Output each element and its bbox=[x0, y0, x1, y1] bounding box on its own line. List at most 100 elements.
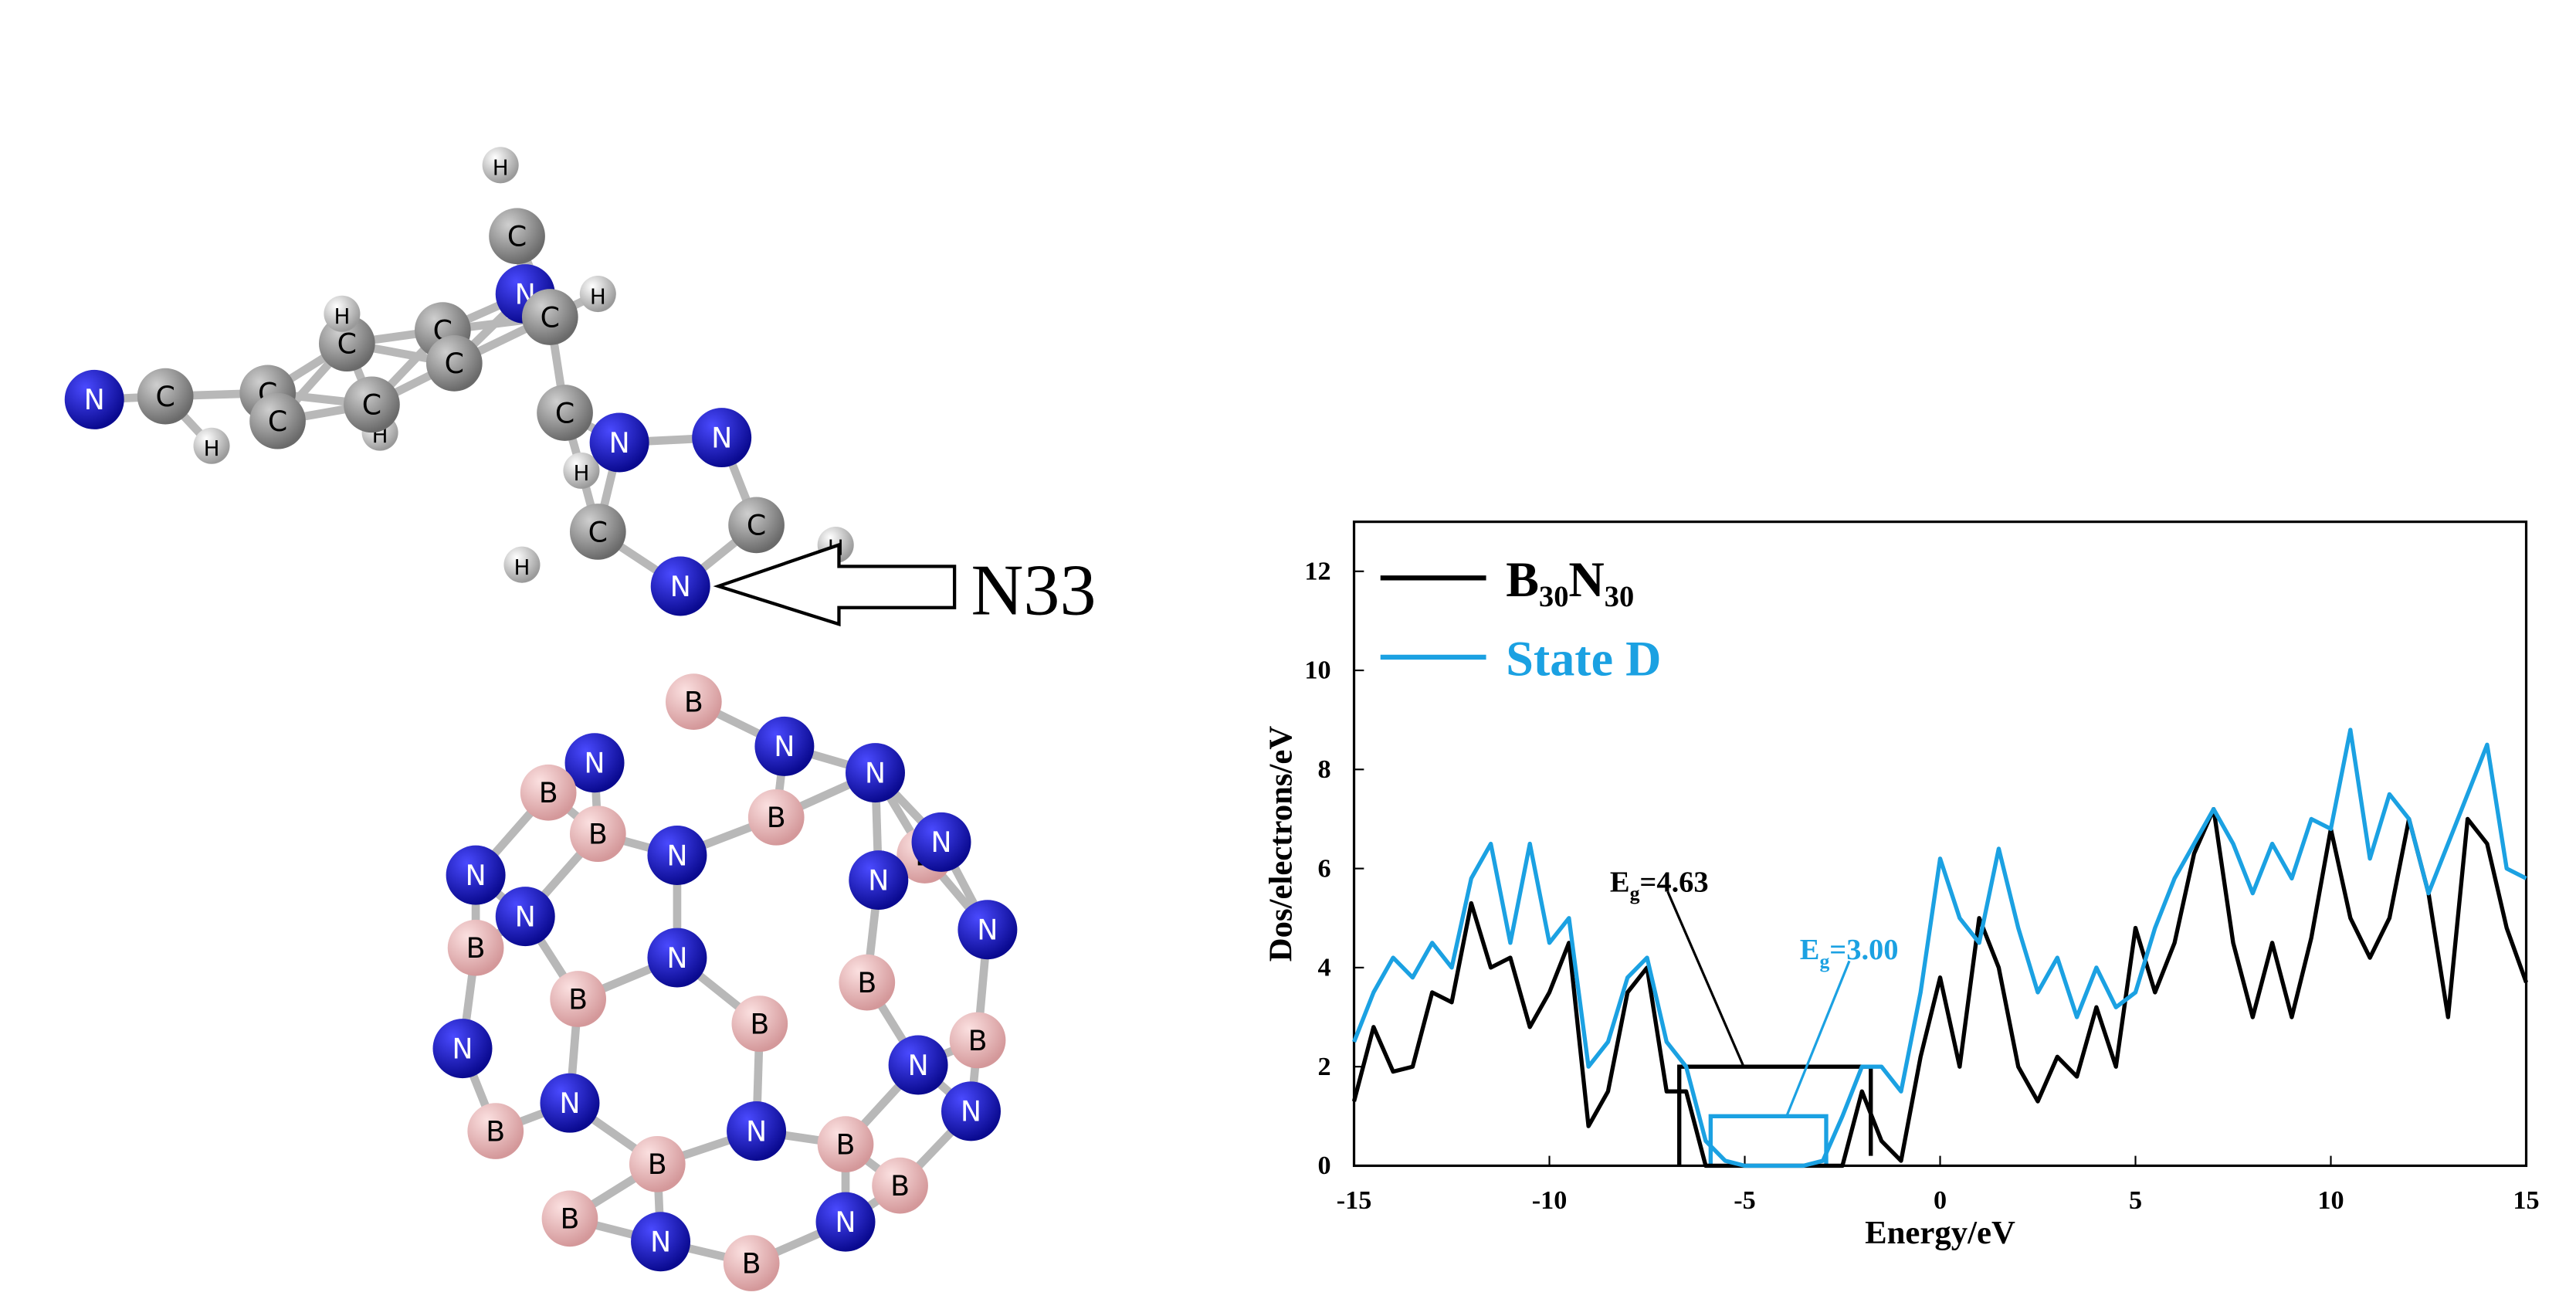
atom bbox=[446, 845, 506, 905]
y-tick-label: 8 bbox=[1317, 755, 1330, 784]
atom bbox=[324, 295, 361, 332]
atom-label: N bbox=[609, 426, 630, 460]
atom-label: H bbox=[514, 555, 530, 580]
legend-label: B₃₀N₃₀ bbox=[1506, 552, 1634, 607]
atom-label: N bbox=[865, 756, 886, 789]
annotation-part: =4.63 bbox=[1639, 867, 1708, 899]
atom bbox=[249, 392, 306, 449]
annotation-part: g bbox=[1630, 882, 1640, 904]
atom bbox=[692, 408, 752, 468]
x-axis-label: Energy/eV bbox=[1865, 1215, 2015, 1251]
x-tick-label: -10 bbox=[1532, 1186, 1568, 1215]
atom-label: B bbox=[560, 1202, 579, 1236]
legend-label: State D bbox=[1506, 631, 1661, 686]
atom-label: N bbox=[466, 859, 486, 892]
atom bbox=[949, 1012, 1006, 1069]
atom-label: N bbox=[84, 383, 105, 416]
atom bbox=[489, 208, 545, 265]
atom bbox=[629, 1135, 686, 1192]
atom-label: N bbox=[515, 900, 536, 933]
atom-label: N bbox=[977, 914, 998, 947]
atom bbox=[731, 995, 788, 1052]
atom bbox=[941, 1081, 1001, 1141]
molecule: HCNHCCHNNCHCHNNCCCHHCCHCCBNNNBBNBBNNNNNB… bbox=[64, 147, 1018, 1291]
callout-arrow bbox=[713, 542, 957, 627]
atom-label: N bbox=[835, 1206, 856, 1239]
atom-label: H bbox=[493, 155, 509, 181]
atom bbox=[482, 147, 519, 184]
y-tick-label: 6 bbox=[1317, 854, 1330, 883]
atom bbox=[839, 954, 896, 1011]
atom bbox=[817, 1116, 874, 1172]
atom bbox=[872, 1157, 928, 1214]
atom-label: H bbox=[573, 460, 589, 486]
x-tick-label: 5 bbox=[2129, 1186, 2142, 1215]
gap-bracket bbox=[1708, 1114, 1829, 1166]
y-tick-label: 10 bbox=[1304, 656, 1330, 685]
chart: Energy/eV Dos/electrons/eV 0 2 4 6 8 10 12 -15 -… bbox=[1263, 521, 2540, 1251]
atom bbox=[564, 733, 625, 793]
atom bbox=[563, 452, 600, 489]
series-line bbox=[1352, 728, 2527, 1168]
atom-label: C bbox=[507, 220, 527, 253]
atom bbox=[569, 806, 626, 863]
y-axis-label: Dos/electrons/eV bbox=[1263, 726, 1299, 962]
annotation-part: g bbox=[1819, 950, 1829, 972]
atom bbox=[137, 368, 194, 425]
atom-label: N bbox=[650, 1226, 671, 1259]
atom-label: B bbox=[588, 818, 608, 851]
atom bbox=[849, 850, 909, 911]
atom-label: C bbox=[747, 509, 766, 542]
atom-label: N bbox=[930, 826, 951, 859]
atom bbox=[344, 376, 400, 433]
x-tick-label: 15 bbox=[2513, 1186, 2539, 1215]
atom bbox=[569, 504, 626, 560]
atom bbox=[550, 971, 606, 1027]
atom-label: N bbox=[584, 747, 605, 780]
leader-line bbox=[1785, 960, 1851, 1117]
atom bbox=[631, 1212, 691, 1272]
atom bbox=[723, 1235, 780, 1291]
atom-label: N bbox=[559, 1087, 580, 1120]
callout-label: N33 bbox=[971, 550, 1096, 630]
gap-annotation: Eg=4.63 bbox=[1610, 867, 1709, 905]
atom bbox=[647, 928, 707, 988]
atom-label: B bbox=[836, 1128, 856, 1161]
atom-label: B bbox=[684, 685, 703, 718]
atom-label: C bbox=[445, 347, 464, 380]
atom-label: B bbox=[750, 1007, 769, 1040]
atom-label: B bbox=[648, 1148, 667, 1181]
y-tick-label: 2 bbox=[1317, 1053, 1330, 1081]
y-tick-label: 0 bbox=[1317, 1152, 1330, 1180]
atom-label: H bbox=[590, 283, 606, 309]
atom bbox=[665, 673, 722, 731]
atom-label: N bbox=[666, 941, 687, 975]
atom bbox=[579, 276, 616, 313]
atom-label: N bbox=[452, 1032, 473, 1065]
y-tick-label: 12 bbox=[1304, 557, 1330, 585]
x-tick-label: 10 bbox=[2317, 1186, 2344, 1215]
atom-label: N bbox=[666, 839, 687, 872]
atom-label: B bbox=[968, 1024, 988, 1057]
atom bbox=[846, 743, 905, 803]
atom bbox=[540, 1073, 600, 1133]
atom-label: B bbox=[890, 1169, 910, 1202]
atom-label: B bbox=[857, 966, 876, 999]
atom bbox=[537, 385, 593, 441]
atom-label: H bbox=[334, 304, 350, 329]
x-tick-label: 0 bbox=[1934, 1186, 1947, 1215]
atom bbox=[495, 887, 555, 947]
atom-label: C bbox=[555, 396, 575, 429]
atom-label: B bbox=[568, 982, 588, 1016]
atom-label: H bbox=[204, 436, 220, 461]
atom bbox=[520, 764, 577, 821]
atom bbox=[815, 1192, 876, 1252]
y-tick-label: 4 bbox=[1317, 954, 1330, 982]
atom-label: N bbox=[670, 570, 691, 603]
annotation-part: E bbox=[1610, 867, 1630, 899]
atom bbox=[754, 716, 815, 776]
atom bbox=[888, 1035, 948, 1095]
leader-line bbox=[1666, 890, 1745, 1067]
atom bbox=[727, 1101, 787, 1162]
atom-label: N bbox=[961, 1095, 981, 1128]
